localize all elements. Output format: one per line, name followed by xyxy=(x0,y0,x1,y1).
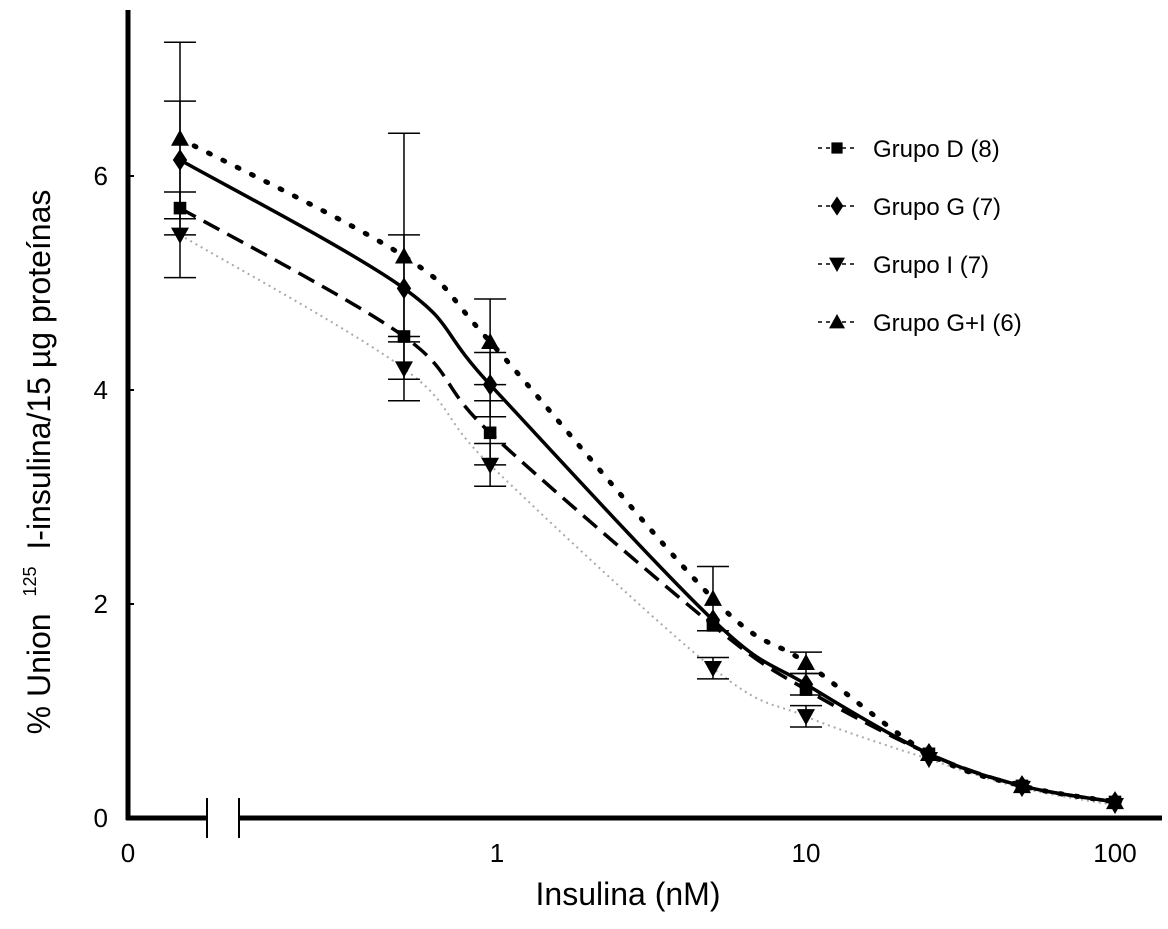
svg-text:% Union 125 I-insu: % Union 125 I-insulina/15 µg proteínas xyxy=(7,190,57,735)
point-diamond xyxy=(798,673,814,696)
point-square xyxy=(397,330,411,343)
point-diamond xyxy=(482,373,498,396)
point-triangle-up xyxy=(797,653,815,671)
point-triangle-up xyxy=(1012,776,1031,794)
point-triangle-down xyxy=(171,227,189,244)
point-triangle-up xyxy=(919,744,938,761)
point-triangle-up xyxy=(171,129,189,146)
legend-label: Grupo G+I (6) xyxy=(873,310,1022,337)
point-triangle-down xyxy=(703,661,722,678)
point-diamond xyxy=(172,149,188,171)
point-triangle-up xyxy=(703,589,722,606)
point-triangle-up xyxy=(481,332,500,350)
legend-label: Grupo D (8) xyxy=(873,136,1000,163)
legend-marker-diamond xyxy=(830,196,844,216)
point-square xyxy=(173,201,187,215)
legend-marker-square xyxy=(831,142,843,154)
y-tick-label: 6 xyxy=(94,161,108,191)
x-tick-label: 100 xyxy=(1093,838,1136,868)
y-tick-label: 0 xyxy=(94,803,108,833)
legend-item: Grupo G+I (6) xyxy=(818,310,1022,337)
y-axis-title-prefix: % Union xyxy=(21,613,57,734)
x-axis-title: Insulina (nM) xyxy=(536,876,721,912)
tick-labels: 0 2 4 6 0 1 10 100 xyxy=(94,161,1137,868)
legend-item: Grupo I (7) xyxy=(818,252,989,279)
point-triangle-down xyxy=(394,361,413,378)
point-diamond xyxy=(396,277,412,300)
y-tick-label: 2 xyxy=(94,589,108,619)
point-square xyxy=(483,426,497,440)
x-tick-label: 0 xyxy=(121,838,135,868)
legend-item: Grupo D (8) xyxy=(818,136,1000,163)
legend-label: Grupo I (7) xyxy=(873,252,989,279)
legend-marker-triangle-up xyxy=(829,314,845,329)
legend-item: Grupo G (7) xyxy=(818,194,1001,221)
axes xyxy=(125,10,1162,838)
point-triangle-up xyxy=(1106,792,1124,810)
point-triangle-down xyxy=(481,457,500,474)
curve-square xyxy=(179,206,1116,804)
legend: Grupo D (8) Grupo G (7) Grupo I (7) Grupo G… xyxy=(818,136,1022,337)
y-axis-title-suffix: I-insulina/15 µg proteínas xyxy=(21,190,57,550)
x-tick-label: 1 xyxy=(490,838,504,868)
y-tick-label: 4 xyxy=(94,375,108,405)
y-axis-title-superscript: 125 xyxy=(20,566,40,596)
point-triangle-up xyxy=(394,247,413,264)
x-tick-label: 10 xyxy=(792,838,821,868)
y-axis-title: % Union 125 I-insulina/15 µg proteínas xyxy=(7,190,57,735)
legend-label: Grupo G (7) xyxy=(873,194,1001,221)
fit-curves xyxy=(177,136,1118,807)
point-triangle-down xyxy=(797,709,815,726)
legend-marker-triangle-down xyxy=(829,257,845,272)
point-diamond xyxy=(705,609,721,631)
data-markers xyxy=(171,129,1124,815)
